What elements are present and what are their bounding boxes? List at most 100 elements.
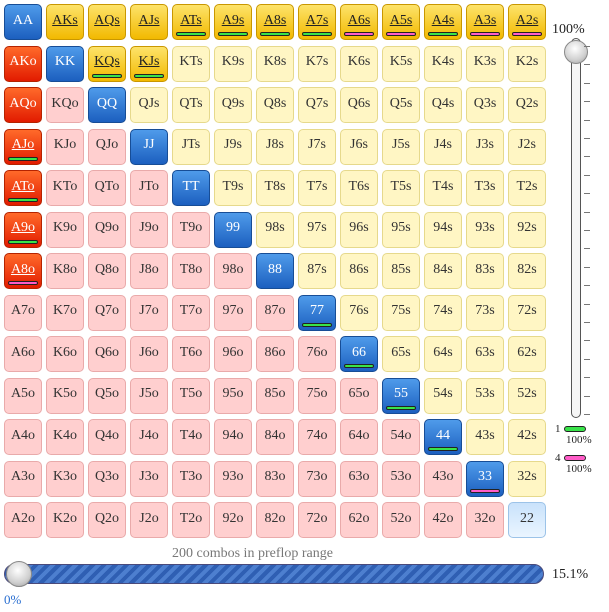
hand-cell-ajo[interactable]: AJo bbox=[4, 128, 42, 165]
hand-cell-qjs[interactable]: QJs bbox=[130, 87, 168, 123]
hand-cell-t8s[interactable]: T8s bbox=[256, 170, 294, 206]
hand-cell-tt[interactable]: TT bbox=[172, 170, 210, 206]
hand-cell-t8o[interactable]: T8o bbox=[172, 253, 210, 289]
hand-cell-52o[interactable]: 52o bbox=[382, 502, 420, 538]
hand-cell-a4o[interactable]: A4o bbox=[4, 419, 42, 455]
hand-cell-aks[interactable]: AKs bbox=[46, 4, 84, 40]
hand-cell-a5s[interactable]: A5s bbox=[382, 4, 420, 40]
vertical-slider[interactable] bbox=[564, 38, 590, 418]
hand-cell-j2s[interactable]: J2s bbox=[508, 128, 546, 165]
hand-cell-k6o[interactable]: K6o bbox=[46, 336, 84, 372]
hand-cell-53s[interactable]: 53s bbox=[466, 377, 504, 414]
hand-cell-43s[interactable]: 43s bbox=[466, 419, 504, 455]
vertical-slider-track[interactable] bbox=[571, 38, 581, 418]
hand-cell-k7o[interactable]: K7o bbox=[46, 294, 84, 331]
range-slider-track[interactable] bbox=[4, 564, 544, 584]
hand-cell-aa[interactable]: AA bbox=[4, 4, 42, 40]
hand-cell-a6s[interactable]: A6s bbox=[340, 4, 378, 40]
hand-cell-44[interactable]: 44 bbox=[424, 419, 462, 455]
hand-cell-53o[interactable]: 53o bbox=[382, 460, 420, 497]
hand-cell-k9s[interactable]: K9s bbox=[214, 45, 252, 82]
hand-cell-t6s[interactable]: T6s bbox=[340, 170, 378, 206]
hand-cell-a4s[interactable]: A4s bbox=[424, 4, 462, 40]
hand-cell-qq[interactable]: QQ bbox=[88, 87, 126, 123]
hand-cell-86s[interactable]: 86s bbox=[340, 253, 378, 289]
hand-cell-a9o[interactable]: A9o bbox=[4, 211, 42, 248]
hand-cell-a6o[interactable]: A6o bbox=[4, 336, 42, 372]
hand-cell-54o[interactable]: 54o bbox=[382, 419, 420, 455]
hand-cell-22[interactable]: 22 bbox=[508, 502, 546, 538]
hand-cell-q8s[interactable]: Q8s bbox=[256, 87, 294, 123]
hand-cell-96s[interactable]: 96s bbox=[340, 211, 378, 248]
hand-cell-j5o[interactable]: J5o bbox=[130, 377, 168, 414]
hand-cell-87s[interactable]: 87s bbox=[298, 253, 336, 289]
hand-cell-j3s[interactable]: J3s bbox=[466, 128, 504, 165]
hand-cell-k4s[interactable]: K4s bbox=[424, 45, 462, 82]
hand-cell-q4s[interactable]: Q4s bbox=[424, 87, 462, 123]
hand-cell-j9s[interactable]: J9s bbox=[214, 128, 252, 165]
hand-cell-85s[interactable]: 85s bbox=[382, 253, 420, 289]
vertical-slider-thumb[interactable] bbox=[564, 40, 588, 64]
hand-cell-t5s[interactable]: T5s bbox=[382, 170, 420, 206]
hand-cell-77[interactable]: 77 bbox=[298, 294, 336, 331]
hand-cell-q2o[interactable]: Q2o bbox=[88, 502, 126, 538]
hand-cell-65s[interactable]: 65s bbox=[382, 336, 420, 372]
hand-cell-93o[interactable]: 93o bbox=[214, 460, 252, 497]
hand-cell-k9o[interactable]: K9o bbox=[46, 211, 84, 248]
hand-cell-99[interactable]: 99 bbox=[214, 211, 252, 248]
hand-cell-75s[interactable]: 75s bbox=[382, 294, 420, 331]
hand-cell-75o[interactable]: 75o bbox=[298, 377, 336, 414]
range-slider-thumb[interactable] bbox=[6, 561, 32, 587]
hand-cell-66[interactable]: 66 bbox=[340, 336, 378, 372]
hand-cell-ats[interactable]: ATs bbox=[172, 4, 210, 40]
hand-cell-72s[interactable]: 72s bbox=[508, 294, 546, 331]
hand-cell-k3s[interactable]: K3s bbox=[466, 45, 504, 82]
hand-cell-73o[interactable]: 73o bbox=[298, 460, 336, 497]
hand-cell-aqs[interactable]: AQs bbox=[88, 4, 126, 40]
hand-cell-t6o[interactable]: T6o bbox=[172, 336, 210, 372]
hand-cell-98o[interactable]: 98o bbox=[214, 253, 252, 289]
hand-cell-72o[interactable]: 72o bbox=[298, 502, 336, 538]
hand-cell-42o[interactable]: 42o bbox=[424, 502, 462, 538]
hand-cell-k4o[interactable]: K4o bbox=[46, 419, 84, 455]
hand-cell-t2o[interactable]: T2o bbox=[172, 502, 210, 538]
hand-cell-jto[interactable]: JTo bbox=[130, 170, 168, 206]
hand-cell-33[interactable]: 33 bbox=[466, 460, 504, 497]
legend-swatch-green[interactable] bbox=[564, 426, 586, 432]
hand-cell-a9s[interactable]: A9s bbox=[214, 4, 252, 40]
hand-cell-jj[interactable]: JJ bbox=[130, 128, 168, 165]
hand-cell-j5s[interactable]: J5s bbox=[382, 128, 420, 165]
hand-cell-kto[interactable]: KTo bbox=[46, 170, 84, 206]
hand-cell-k8o[interactable]: K8o bbox=[46, 253, 84, 289]
hand-cell-q6o[interactable]: Q6o bbox=[88, 336, 126, 372]
hand-cell-kqo[interactable]: KQo bbox=[46, 87, 84, 123]
hand-cell-82o[interactable]: 82o bbox=[256, 502, 294, 538]
hand-cell-ajs[interactable]: AJs bbox=[130, 4, 168, 40]
hand-cell-j7s[interactable]: J7s bbox=[298, 128, 336, 165]
hand-cell-85o[interactable]: 85o bbox=[256, 377, 294, 414]
hand-cell-q5s[interactable]: Q5s bbox=[382, 87, 420, 123]
hand-cell-k7s[interactable]: K7s bbox=[298, 45, 336, 82]
hand-cell-kk[interactable]: KK bbox=[46, 45, 84, 82]
hand-cell-k5s[interactable]: K5s bbox=[382, 45, 420, 82]
hand-cell-52s[interactable]: 52s bbox=[508, 377, 546, 414]
hand-cell-q3o[interactable]: Q3o bbox=[88, 460, 126, 497]
hand-cell-a2s[interactable]: A2s bbox=[508, 4, 546, 40]
hand-cell-76s[interactable]: 76s bbox=[340, 294, 378, 331]
hand-cell-t9o[interactable]: T9o bbox=[172, 211, 210, 248]
hand-cell-83s[interactable]: 83s bbox=[466, 253, 504, 289]
hand-cell-32s[interactable]: 32s bbox=[508, 460, 546, 497]
hand-cell-j9o[interactable]: J9o bbox=[130, 211, 168, 248]
hand-cell-84s[interactable]: 84s bbox=[424, 253, 462, 289]
hand-cell-88[interactable]: 88 bbox=[256, 253, 294, 289]
hand-cell-t3s[interactable]: T3s bbox=[466, 170, 504, 206]
hand-cell-43o[interactable]: 43o bbox=[424, 460, 462, 497]
hand-cell-qjo[interactable]: QJo bbox=[88, 128, 126, 165]
hand-cell-k8s[interactable]: K8s bbox=[256, 45, 294, 82]
hand-cell-62o[interactable]: 62o bbox=[340, 502, 378, 538]
hand-cell-q2s[interactable]: Q2s bbox=[508, 87, 546, 123]
hand-cell-a3s[interactable]: A3s bbox=[466, 4, 504, 40]
hand-cell-97s[interactable]: 97s bbox=[298, 211, 336, 248]
hand-cell-a3o[interactable]: A3o bbox=[4, 460, 42, 497]
hand-cell-a2o[interactable]: A2o bbox=[4, 502, 42, 538]
